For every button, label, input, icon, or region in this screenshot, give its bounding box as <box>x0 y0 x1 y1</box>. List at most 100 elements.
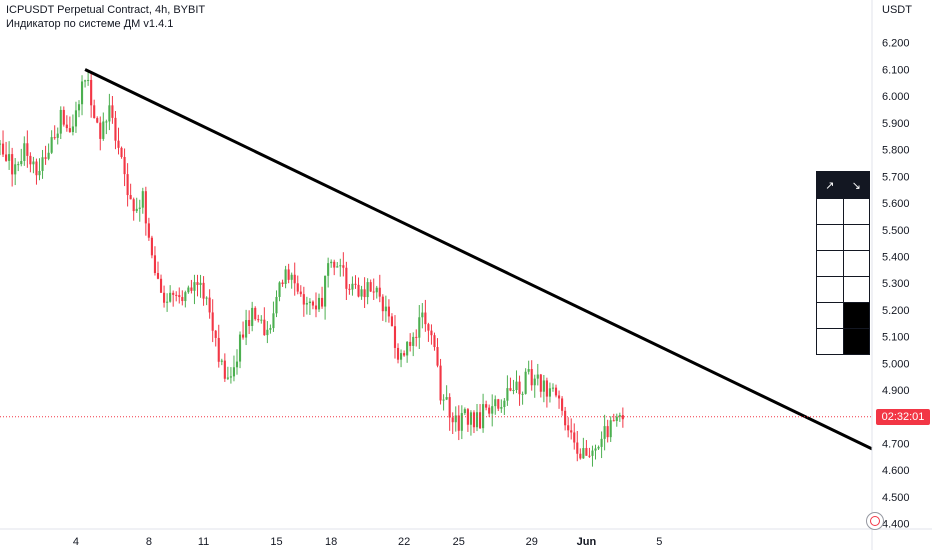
candle-body <box>235 361 239 368</box>
candle-body <box>5 154 8 161</box>
candle-body <box>117 140 120 148</box>
candle-body <box>299 291 302 295</box>
candle-body <box>184 292 187 302</box>
candle-body <box>433 335 436 348</box>
candle-body <box>20 160 23 165</box>
price-tick-label: 5.800 <box>882 145 910 157</box>
candle-body <box>254 307 257 320</box>
candle-body <box>105 121 108 123</box>
navigate-to-realtime-button[interactable] <box>866 512 884 530</box>
candle-body <box>172 292 175 295</box>
candle-body <box>205 297 208 299</box>
candle-body <box>570 430 573 433</box>
candle-body <box>147 223 150 238</box>
candle-body <box>454 415 457 423</box>
candle-body <box>26 143 29 156</box>
candle-body <box>551 387 555 389</box>
candle-body <box>284 269 287 284</box>
candle-body <box>478 412 482 429</box>
dm-table-row <box>816 250 870 277</box>
candle-body <box>56 133 59 138</box>
candle-body <box>232 367 236 377</box>
candle-body <box>463 409 466 414</box>
candle-body <box>600 438 603 447</box>
candle-body <box>211 312 214 331</box>
time-tick-label: 22 <box>398 536 410 548</box>
candle-body <box>497 399 500 409</box>
candle-body <box>14 164 17 175</box>
candle-body <box>150 237 153 256</box>
candle-body <box>354 283 357 285</box>
candle-body <box>381 296 384 312</box>
time-tick-label: 11 <box>198 536 209 548</box>
candle-body <box>311 301 315 306</box>
candle-body <box>196 282 199 285</box>
candle-body <box>579 453 582 459</box>
dm-cell-active <box>842 328 870 355</box>
candle-body <box>93 105 96 119</box>
candle-body <box>77 104 81 111</box>
candle-body <box>0 143 2 145</box>
candle-body <box>451 417 454 423</box>
candle-body <box>430 330 433 336</box>
price-tick-label: 4.900 <box>882 385 910 397</box>
dm-cell-empty <box>816 328 844 355</box>
candle-body <box>445 397 448 400</box>
candle-body <box>23 143 26 161</box>
candle-body <box>178 295 181 298</box>
candle-body <box>409 341 412 346</box>
candle-body <box>530 369 533 386</box>
candle-body <box>199 282 202 285</box>
candle-body <box>156 273 160 279</box>
candle-body <box>518 381 521 395</box>
candle-body <box>260 319 263 321</box>
candle-body <box>305 303 308 305</box>
candle-body <box>132 199 135 212</box>
candle-body <box>539 374 542 392</box>
candle-body <box>293 274 296 284</box>
candle-body <box>393 326 397 348</box>
time-tick-label: 25 <box>453 536 465 548</box>
candle-body <box>384 306 387 312</box>
dm-cell-empty <box>816 276 844 303</box>
candle-body <box>542 380 545 392</box>
candle-body <box>38 170 41 176</box>
candle-body <box>390 316 394 327</box>
candle-body <box>387 306 390 317</box>
candle-body <box>317 297 321 310</box>
dm-cell-empty <box>842 198 870 225</box>
candle-body <box>275 296 278 314</box>
candle-body <box>591 450 594 456</box>
dm-cell-empty <box>816 302 844 329</box>
candle-body <box>603 426 606 439</box>
dm-indicator-table: ↗ ↘ <box>816 171 870 355</box>
candle-body <box>41 157 44 171</box>
candle-body <box>403 353 406 356</box>
candle-body <box>503 400 506 408</box>
candle-body <box>585 448 588 456</box>
candle-body <box>369 282 372 292</box>
candle-body <box>302 294 305 305</box>
candles-layer <box>0 70 624 467</box>
candle-body <box>548 388 552 397</box>
candle-body <box>421 312 424 318</box>
candle-body <box>482 404 485 429</box>
candle-body <box>96 118 99 123</box>
dm-cell-empty <box>816 198 844 225</box>
candle-body <box>257 319 260 321</box>
candle-body <box>488 407 491 414</box>
candle-body <box>202 282 205 299</box>
candle-body <box>126 174 129 196</box>
candle-body <box>296 283 299 292</box>
price-tick-label: 4.500 <box>882 492 910 504</box>
candle-body <box>59 109 62 134</box>
price-tick-label: 5.400 <box>882 251 910 263</box>
candle-body <box>524 371 527 394</box>
indicator-title: Индикатор по системе ДМ v1.4.1 <box>6 18 174 30</box>
candle-body <box>545 380 548 397</box>
candle-body <box>248 320 251 326</box>
candle-body <box>32 161 35 165</box>
